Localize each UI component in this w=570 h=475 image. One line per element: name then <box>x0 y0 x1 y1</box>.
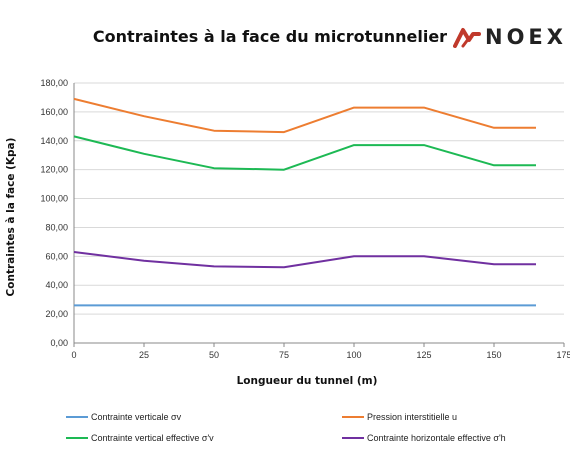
gridlines <box>74 82 564 315</box>
series-line-3 <box>73 135 536 171</box>
noex-logo-icon <box>453 28 481 48</box>
y-tick-label: 180,00 <box>40 78 68 88</box>
x-tick-label: 100 <box>346 350 361 360</box>
y-tick-label: 40,00 <box>45 280 68 290</box>
line-chart: 0,00 20,00 40,00 60,00 80,00 100,00 120,00 140,… <box>5 78 570 387</box>
legend-label: Pression interstitielle u <box>367 412 458 422</box>
legend-item: Contrainte horizontale effective σ'h <box>342 433 506 443</box>
legend-swatch <box>342 437 364 439</box>
legend-item: Contrainte verticale σv <box>66 412 181 422</box>
y-tick-label: 0,00 <box>50 338 68 348</box>
x-tick-label: 75 <box>279 350 289 360</box>
x-tick-label: 50 <box>209 350 219 360</box>
legend-label: Contrainte verticale σv <box>91 412 182 422</box>
y-tick-label: 100,00 <box>40 194 68 204</box>
y-tick-label: 20,00 <box>45 309 68 319</box>
x-tick-label: 150 <box>486 350 501 360</box>
series-line-2 <box>73 97 536 134</box>
x-tick-label: 0 <box>71 350 76 360</box>
legend: Contrainte verticale σv Pression intersti… <box>0 404 570 464</box>
legend-item: Pression interstitielle u <box>342 412 457 422</box>
x-axis-title: Longueur du tunnel (m) <box>237 375 378 387</box>
tick-labels: 0,00 20,00 40,00 60,00 80,00 100,00 120,00 140,… <box>40 78 570 360</box>
noex-logo-text: NOEX <box>485 25 567 49</box>
legend-label: Contrainte horizontale effective σ'h <box>367 433 506 443</box>
y-tick-label: 160,00 <box>40 107 68 117</box>
legend-label: Contrainte vertical effective σ'v <box>91 433 214 443</box>
x-tick-label: 175 <box>556 350 570 360</box>
y-tick-label: 60,00 <box>45 251 68 261</box>
y-axis-title: Contraintes à la face (Kpa) <box>5 138 17 297</box>
y-tick-label: 120,00 <box>40 165 68 175</box>
x-tick-label: 25 <box>139 350 149 360</box>
legend-swatch <box>66 416 88 418</box>
y-tick-label: 140,00 <box>40 136 68 146</box>
legend-swatch <box>342 416 364 418</box>
noex-logo: NOEX <box>453 23 567 51</box>
legend-swatch <box>66 437 88 439</box>
x-tick-label: 125 <box>416 350 431 360</box>
series-lines <box>73 97 536 307</box>
y-tick-label: 80,00 <box>45 222 68 232</box>
legend-item: Contrainte vertical effective σ'v <box>66 433 214 443</box>
series-line-4 <box>73 251 536 269</box>
axes <box>73 83 565 347</box>
chart-title: Contraintes à la face du microtunnelier <box>92 27 448 46</box>
